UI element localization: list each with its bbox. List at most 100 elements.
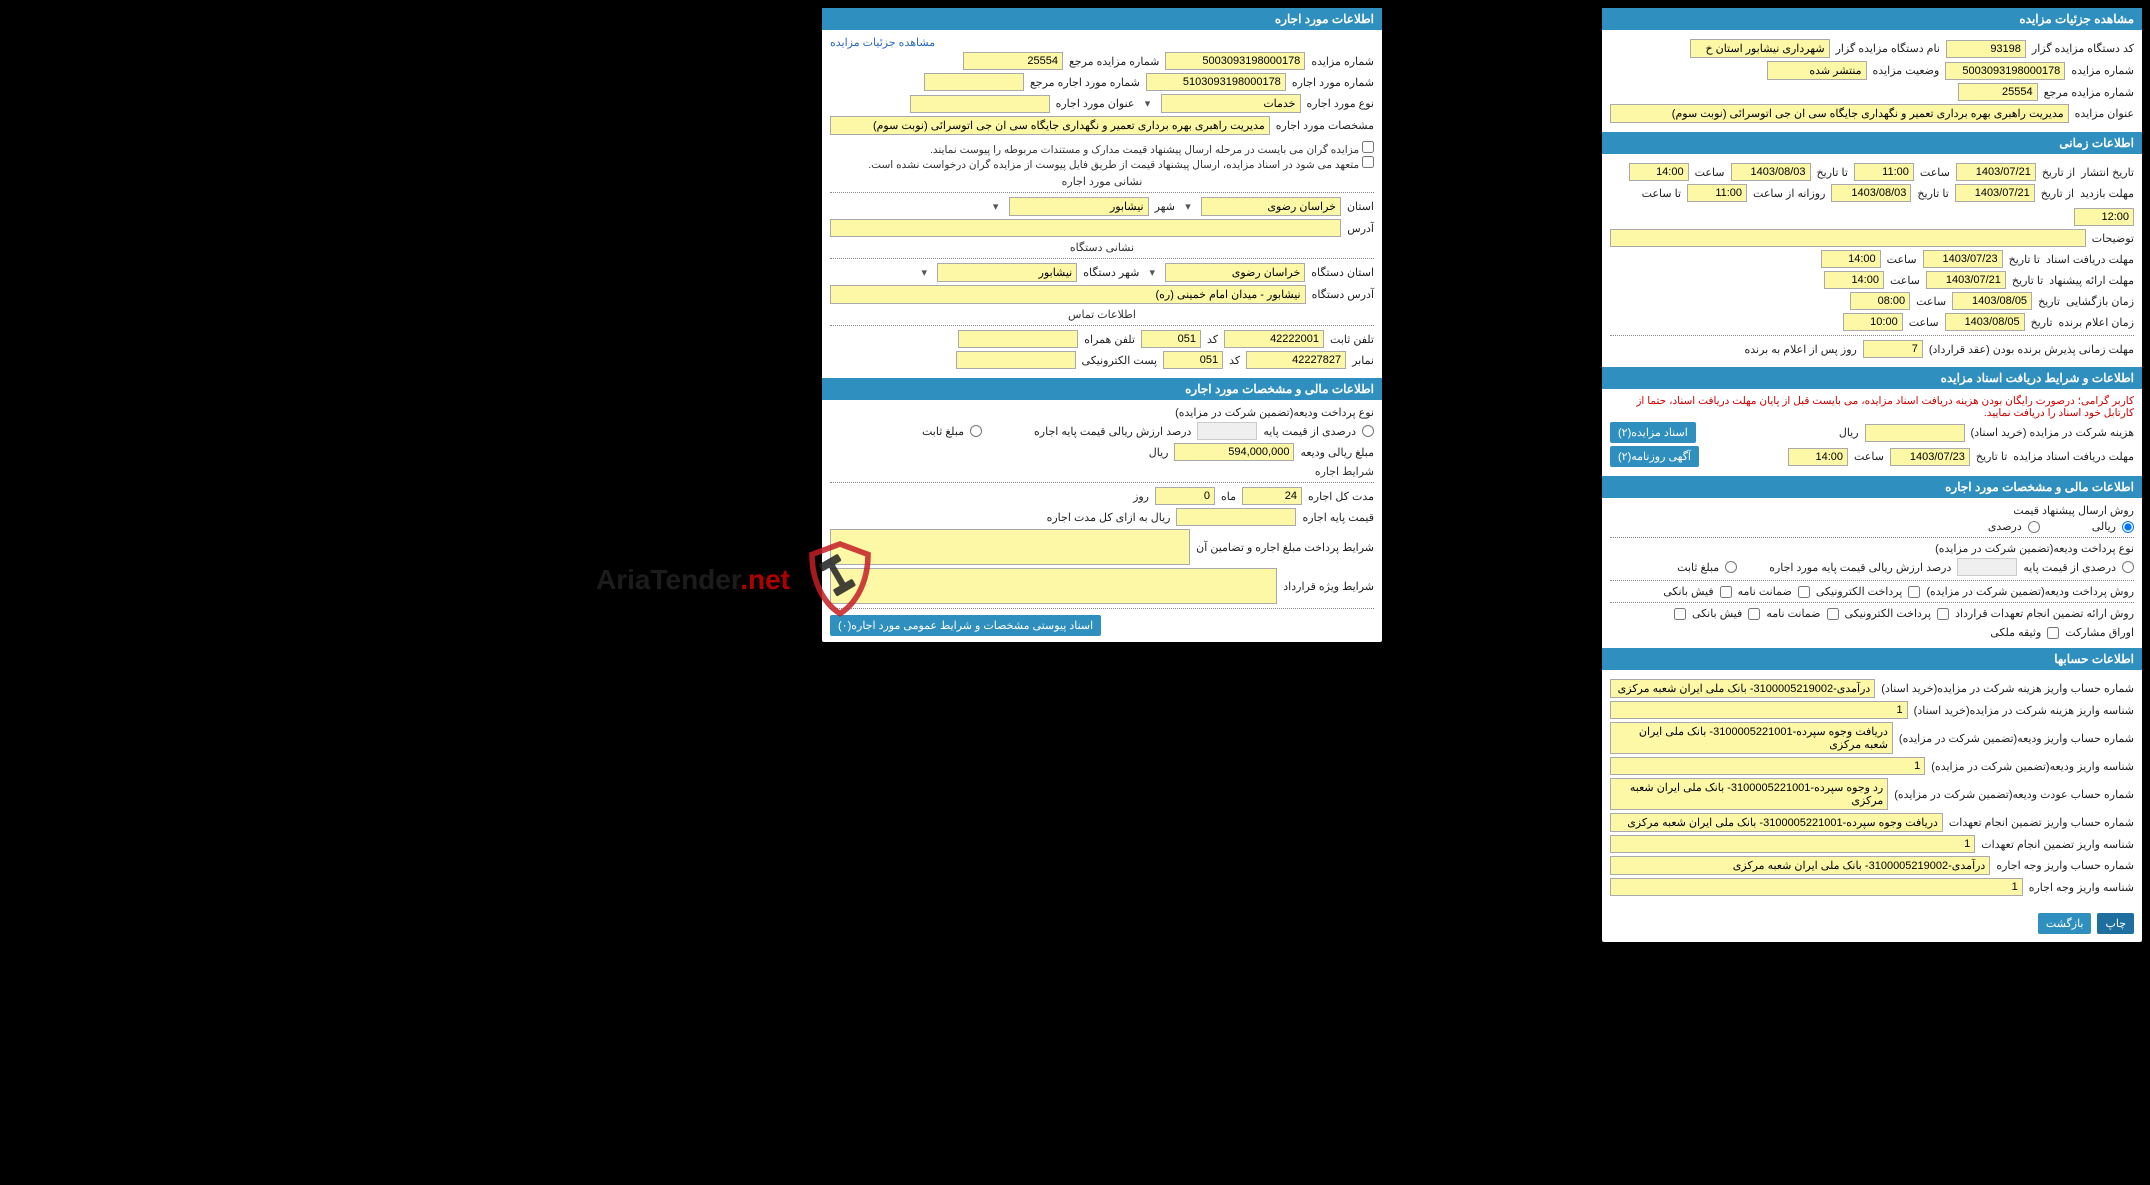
- radio-percent-base[interactable]: [2122, 561, 2134, 573]
- chk-c-bank[interactable]: [1748, 608, 1760, 620]
- pay-cond-field[interactable]: [830, 529, 1190, 565]
- back-button[interactable]: بازگشت: [2038, 913, 2092, 934]
- province-field[interactable]: خراسان رضوی: [1201, 197, 1341, 216]
- chk-bank[interactable]: [1720, 586, 1732, 598]
- fax-code-field[interactable]: 051: [1163, 351, 1223, 369]
- acc5-field: درآمدی-3100005219002- بانک ملی ایران شعب…: [1610, 856, 1990, 875]
- city-field[interactable]: نیشابور: [1009, 197, 1149, 216]
- opt-rial: ریالی: [2092, 520, 2116, 533]
- date-label-1: تاریخ: [2038, 295, 2060, 308]
- percent-base-suffix: درصد ارزش ریالی قیمت پایه مورد اجاره: [1769, 561, 1951, 574]
- phone-field[interactable]: 42222001: [1224, 330, 1324, 348]
- acc5-label: شماره حساب واریز وجه اجاره: [1996, 859, 2134, 872]
- time-header: اطلاعات زمانی: [1602, 132, 2142, 154]
- mobile-field[interactable]: [958, 330, 1078, 348]
- org-city-field[interactable]: نیشابور: [937, 263, 1077, 282]
- lease-spec-label: مشخصات مورد اجاره: [1276, 119, 1374, 132]
- offer-to-date: 1403/07/21: [1926, 271, 2006, 289]
- org-province-field[interactable]: خراسان رضوی: [1165, 263, 1305, 282]
- months-field[interactable]: 24: [1242, 487, 1302, 505]
- watermark-text: AriaTender.net: [596, 564, 790, 596]
- percent-base-field: [1957, 558, 2017, 576]
- acc1-field: درآمدی-3100005219002- بانک ملی ایران شعب…: [1610, 679, 1875, 698]
- desc-label: توضیحات: [2092, 232, 2134, 245]
- lease-spec-field: مدیریت راهبری بهره برداری تعمیر و نگهدار…: [830, 116, 1270, 135]
- month-label: ماه: [1221, 490, 1236, 503]
- chevron-down-icon-2: ▾: [1181, 200, 1195, 213]
- chevron-down-icon-5: ▾: [917, 266, 931, 279]
- newspaper-button[interactable]: آگهی روزنامه(۲): [1610, 446, 1699, 467]
- addr-hdr: نشانی مورد اجاره: [830, 175, 1374, 188]
- l-percent-base-suffix: درصد ارزش ریالی قیمت پایه اجاره: [1034, 425, 1191, 438]
- lease-title-field: [910, 95, 1050, 113]
- hour-label-5: ساعت: [1916, 295, 1946, 308]
- watermark-tld: .net: [740, 564, 790, 595]
- chk-c-property[interactable]: [2047, 627, 2059, 639]
- docs-to-time: 14:00: [1821, 250, 1881, 268]
- acc4-id-label: شناسه واریز تضمین انجام تعهدات: [1981, 838, 2134, 851]
- phone-code-field[interactable]: 051: [1141, 330, 1201, 348]
- total-dur-label: مدت کل اجاره: [1308, 490, 1374, 503]
- accounts-header: اطلاعات حسابها: [1602, 648, 2142, 670]
- publish-to-date: 1403/08/03: [1731, 163, 1811, 181]
- to-label-3: تا تاریخ: [2009, 253, 2040, 266]
- offer-to-time: 14:00: [1824, 271, 1884, 289]
- rial-1: ریال: [1839, 426, 1859, 439]
- day-label: روز: [1133, 490, 1149, 503]
- chk-c-elec[interactable]: [1937, 608, 1949, 620]
- to-label-1: تا تاریخ: [1817, 166, 1848, 179]
- note2: متعهد می شود در اسناد مزایده، ارسال پیشن…: [868, 159, 1359, 171]
- radio-percent[interactable]: [2028, 521, 2040, 533]
- from-label-2: از تاریخ: [2041, 187, 2074, 200]
- accept-label: مهلت زمانی پذیرش برنده بودن (عقد قرارداد…: [1929, 343, 2134, 356]
- shield-gavel-icon: [800, 540, 880, 620]
- deposit-amount-field: 594,000,000: [1174, 443, 1294, 461]
- publish-from-time: 11:00: [1854, 163, 1914, 181]
- lease-type-field[interactable]: خدمات: [1161, 94, 1301, 113]
- chk-elec[interactable]: [1908, 586, 1920, 598]
- pay-guarantee: ضمانت نامه: [1738, 585, 1792, 598]
- radio-fixed[interactable]: [1725, 561, 1737, 573]
- l-auction-no-label: شماره مزایده: [1311, 55, 1374, 68]
- chk-guarantee[interactable]: [1798, 586, 1810, 598]
- chk-note1[interactable]: [1362, 141, 1374, 153]
- acc3-field: رد وجوه سپرده-3100005221001- بانک ملی ای…: [1610, 778, 1888, 810]
- lease-header: اطلاعات مورد اجاره: [822, 8, 1382, 30]
- acc1-id-label: شناسه واریز هزینه شرکت در مزایده(خرید اس…: [1914, 704, 2134, 717]
- l-radio-fixed[interactable]: [970, 425, 982, 437]
- fax-field[interactable]: 42227827: [1246, 351, 1346, 369]
- chk-note2[interactable]: [1362, 156, 1374, 168]
- pay-bank: فیش بانکی: [1663, 585, 1713, 598]
- addr-field[interactable]: [830, 219, 1341, 237]
- contract-guarantee-label: روش ارائه تضمین انجام تعهدات قرارداد: [1955, 607, 2134, 620]
- l-radio-percent-base[interactable]: [1362, 425, 1374, 437]
- details-link[interactable]: مشاهده جزئیات مزایده: [830, 37, 935, 49]
- c-pay-guarantee: ضمانت نامه: [1766, 607, 1820, 620]
- chevron-down-icon: ▾: [1141, 97, 1155, 110]
- chk-c-guarantee[interactable]: [1827, 608, 1839, 620]
- lease-no-field: 5103093198000178: [1146, 73, 1286, 91]
- visit-daily-to: 12:00: [2074, 208, 2134, 226]
- lease-ref-label: شماره مورد اجاره مرجع: [1030, 76, 1140, 89]
- visit-label: مهلت بازدید: [2080, 187, 2134, 200]
- lease-cond-hdr: شرایط اجاره: [830, 465, 1374, 478]
- email-field[interactable]: [956, 351, 1076, 369]
- chk-c-shares[interactable]: [1674, 608, 1686, 620]
- docs-button[interactable]: اسناد مزایده(۲): [1610, 422, 1696, 443]
- print-button[interactable]: چاپ: [2097, 913, 2134, 934]
- deposit-method-label: نوع پرداخت ودیعه(تضمین شرکت در مزایده): [1610, 542, 2134, 555]
- radio-rial[interactable]: [2122, 521, 2134, 533]
- acc3-label: شماره حساب عودت ودیعه(تضمین شرکت در مزای…: [1894, 788, 2134, 801]
- base-price-field[interactable]: [1176, 508, 1296, 526]
- org-addr-field[interactable]: نیشابور - میدان امام خمینی (ره): [830, 285, 1306, 304]
- c-pay-property: وثیقه ملکی: [1990, 626, 2041, 639]
- days-field[interactable]: 0: [1155, 487, 1215, 505]
- from-label: از تاریخ: [2042, 166, 2075, 179]
- accept-days: 7: [1863, 340, 1923, 358]
- visit-from-date: 1403/07/21: [1955, 184, 2035, 202]
- open-date: 1403/08/05: [1952, 292, 2032, 310]
- pay-method-label: روش پرداخت ودیعه(تضمین شرکت در مزایده): [1926, 585, 2134, 598]
- deposit-amount-label: مبلغ ریالی ودیعه: [1300, 446, 1374, 459]
- acc2-id-label: شناسه واریز ودیعه(تضمین شرکت در مزایده): [1931, 760, 2134, 773]
- contract-cond-field[interactable]: [830, 568, 1277, 604]
